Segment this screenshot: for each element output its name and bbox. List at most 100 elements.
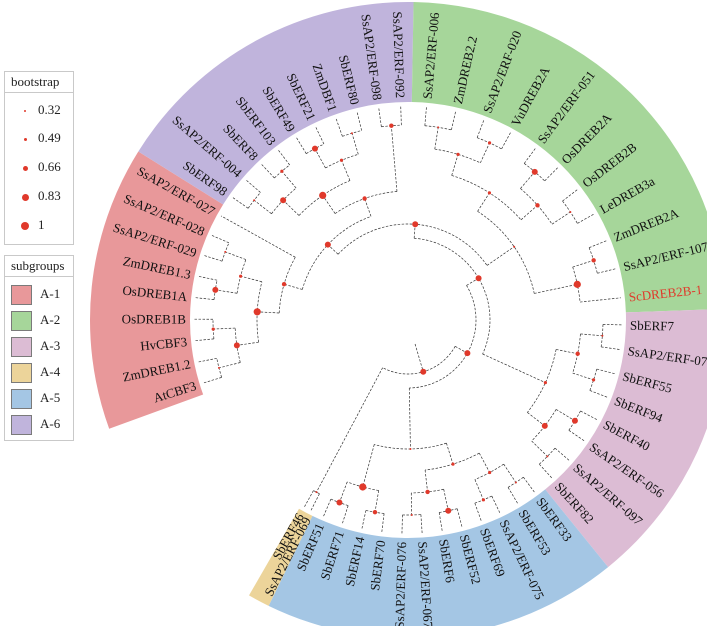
tree-branch — [198, 275, 218, 281]
tree-branch — [339, 481, 348, 503]
bootstrap-node — [339, 158, 344, 162]
tree-branch — [434, 127, 439, 150]
bootstrap-node — [239, 274, 243, 278]
tree-branch — [477, 211, 535, 294]
subgroup-color-swatch — [11, 363, 32, 383]
tree-branch — [501, 132, 512, 150]
tree-branch — [374, 490, 380, 513]
bootstrap-node — [420, 368, 427, 375]
leaf-label: HvCBF3 — [140, 334, 188, 353]
bootstrap-dot-marker — [21, 222, 29, 230]
subgroup-legend-row: A-6 — [5, 412, 73, 438]
subgroup-color-swatch — [11, 415, 32, 435]
subgroup-sector-a-1 — [90, 151, 224, 429]
subgroup-sector-a-2 — [411, 2, 707, 313]
subgroup-sector-a-4 — [249, 508, 313, 606]
tree-branch — [334, 191, 398, 214]
tree-branch — [491, 495, 501, 514]
bootstrap-dot-marker — [23, 137, 27, 141]
tree-branch — [203, 255, 223, 262]
tree-branch — [240, 275, 263, 283]
tree-branch — [554, 447, 570, 461]
tree-branch — [261, 163, 275, 179]
bootstrap-legend-row: 0.66 — [5, 156, 73, 180]
bootstrap-node — [217, 366, 220, 369]
subgroup-sector-a-5 — [268, 489, 609, 626]
tree-branch — [523, 147, 536, 164]
tree-branch — [572, 259, 594, 268]
bootstrap-node — [475, 275, 482, 282]
tree-branch — [236, 341, 259, 346]
bootstrap-legend-title: bootstrap — [5, 72, 73, 93]
tree-branch — [451, 154, 459, 176]
bootstrap-node — [571, 417, 578, 424]
bootstrap-legend-row: 1 — [5, 214, 73, 238]
tree-branch — [408, 387, 411, 449]
tree-branch — [531, 409, 557, 442]
leaf-label: SbERF6 — [436, 538, 458, 584]
bootstrap-node — [336, 499, 343, 506]
subgroup-sector-a-3 — [545, 309, 707, 568]
leaf-label: SsAP2/ERF-006 — [420, 11, 442, 99]
tree-branch — [337, 223, 488, 266]
tree-branch — [577, 213, 595, 224]
tree-branch — [507, 487, 519, 504]
tree-branch — [378, 107, 382, 127]
tree-branch — [282, 200, 300, 216]
subgroup-legend-row: A-4 — [5, 360, 73, 386]
tree-branch — [597, 268, 616, 274]
tree-branch — [438, 512, 443, 532]
tree-branch — [466, 277, 479, 286]
tree-branch — [215, 289, 238, 294]
bootstrap-legend-row: 0.83 — [5, 185, 73, 209]
tree-branch — [414, 343, 424, 372]
tree-branch — [361, 510, 367, 530]
tree-branch — [523, 476, 535, 493]
tree-branch — [556, 349, 578, 355]
subgroup-legend-label: A-2 — [40, 312, 61, 327]
bootstrap-node — [212, 286, 219, 293]
tree-branch — [568, 410, 581, 431]
tree-branch — [520, 205, 538, 221]
tree-branch — [277, 149, 290, 166]
tree-branch — [580, 297, 621, 303]
tree-branch — [213, 327, 236, 330]
tree-branch — [195, 297, 215, 300]
tree-branch — [298, 180, 351, 216]
bootstrap-node — [573, 280, 581, 288]
bootstrap-node — [253, 308, 261, 316]
bootstrap-node — [350, 132, 353, 135]
tree-branch — [316, 367, 383, 493]
bootstrap-dot-marker — [21, 193, 29, 201]
tree-branch — [400, 106, 402, 126]
bootstrap-nodes — [211, 123, 604, 516]
bootstrap-node — [372, 509, 378, 515]
tree-branch — [544, 167, 559, 182]
tree-branch — [477, 192, 490, 212]
bootstrap-node — [464, 350, 471, 357]
bootstrap-node — [569, 210, 572, 213]
tree-branch — [539, 463, 553, 479]
tree-branch — [364, 198, 372, 217]
tree-branch — [245, 179, 261, 193]
tree-branch — [341, 160, 351, 181]
tree-branch — [425, 452, 480, 471]
tree-branch — [313, 490, 320, 495]
subgroup-color-swatch — [11, 389, 32, 409]
subgroup-legend-row: A-3 — [5, 334, 73, 360]
subgroup-sector-a-6 — [138, 1, 414, 205]
tree-branch — [520, 188, 553, 225]
leaf-label: SsAP2/ERF-067 — [415, 541, 436, 626]
tree-branch — [480, 142, 490, 164]
tree-branch — [356, 112, 362, 131]
bootstrap-legend-value: 0.83 — [38, 188, 61, 203]
leaf-label: SsAP2/ERF-092 — [390, 11, 408, 98]
bootstrap-node — [211, 327, 215, 331]
bootstrap-legend-value: 0.32 — [38, 102, 61, 117]
tree-branch — [390, 125, 398, 192]
bootstrap-node — [280, 197, 287, 204]
bootstrap-node — [389, 123, 394, 128]
tree-branch — [323, 498, 332, 517]
subgroup-legend-row: A-1 — [5, 282, 73, 308]
